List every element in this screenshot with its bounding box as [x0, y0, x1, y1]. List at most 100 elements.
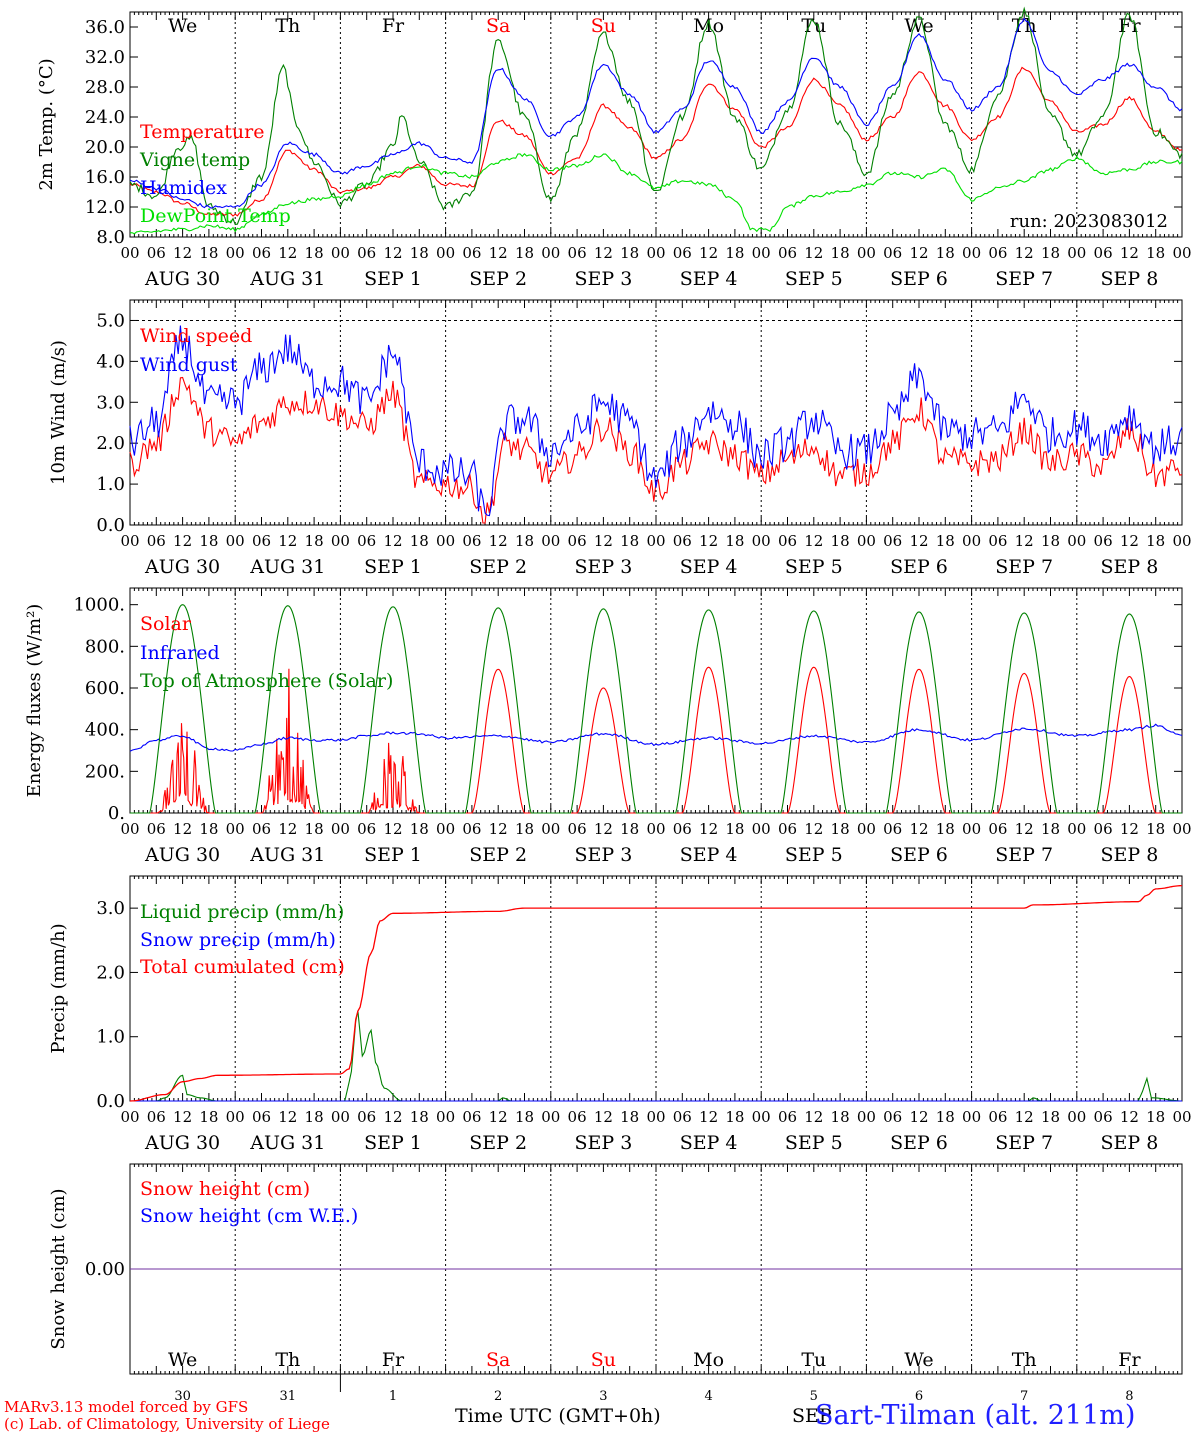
- panel-3: 0. 200. 400. 600. 800. 1000. Energy fluxes (W/…: [24, 587, 1192, 866]
- hour-label: 00: [1067, 244, 1086, 262]
- hour-label: 18: [1146, 244, 1165, 262]
- weekday-label: Fr: [382, 1349, 405, 1371]
- date-label: AUG 31: [249, 268, 325, 290]
- hour-label: 00: [646, 1108, 665, 1126]
- hour-label: 00: [1172, 820, 1191, 838]
- hour-label: 06: [252, 244, 271, 262]
- hour-label: 12: [1120, 820, 1139, 838]
- series-line: [129, 723, 1183, 752]
- hour-label: 18: [620, 1108, 639, 1126]
- panel-5: 0.00 Snow height (cm) Snow height (cm) Snow…: [48, 1163, 1183, 1404]
- y-tick-label: 0.: [108, 803, 125, 824]
- hour-label: 18: [725, 1108, 744, 1126]
- hour-label: 12: [489, 1108, 508, 1126]
- date-label: SEP 3: [574, 844, 632, 866]
- hour-label: 00: [646, 820, 665, 838]
- hour-label: 12: [489, 244, 508, 262]
- hour-label: 06: [988, 244, 1007, 262]
- series-lines: [129, 884, 1183, 1102]
- hour-label: 18: [199, 1108, 218, 1126]
- date-label: SEP 6: [890, 844, 948, 866]
- hour-label: 06: [883, 532, 902, 550]
- date-label: SEP 4: [680, 844, 738, 866]
- hour-label: 00: [541, 532, 560, 550]
- hour-label: 06: [883, 244, 902, 262]
- day-number: 5: [810, 1389, 818, 1404]
- hour-label: 18: [410, 820, 429, 838]
- date-label: AUG 31: [249, 556, 325, 578]
- y-tick-label: 0.00: [85, 1259, 125, 1280]
- hour-label: 00: [120, 244, 139, 262]
- y-tick-label: 800.: [85, 636, 125, 657]
- day-number: 7: [1020, 1389, 1028, 1404]
- hour-label: 18: [305, 1108, 324, 1126]
- hour-label: 00: [120, 532, 139, 550]
- y-tick-label: 12.0: [85, 197, 125, 218]
- hour-label: 18: [199, 244, 218, 262]
- weekday-label: Sa: [486, 1349, 510, 1371]
- weekday-label: Tu: [801, 15, 826, 37]
- y-axis-label: Snow height (cm): [48, 1188, 69, 1349]
- hour-label: 06: [462, 1108, 481, 1126]
- hour-label: 12: [278, 244, 297, 262]
- weekday-label: We: [904, 15, 933, 37]
- date-label: AUG 30: [144, 1132, 220, 1154]
- hour-label: 18: [1041, 244, 1060, 262]
- hour-label: 00: [646, 244, 665, 262]
- hour-label: 06: [1094, 532, 1113, 550]
- hour-label: 00: [226, 820, 245, 838]
- hour-label: 18: [305, 820, 324, 838]
- hour-label: 12: [1120, 532, 1139, 550]
- hour-label: 12: [383, 244, 402, 262]
- hour-label: 18: [725, 820, 744, 838]
- hour-label: 06: [147, 820, 166, 838]
- legend-entry: Vigne temp: [139, 149, 250, 171]
- hour-label: 12: [1015, 532, 1034, 550]
- weekday-label: Sa: [486, 15, 510, 37]
- weekday-label: Su: [591, 15, 616, 37]
- hour-label: 12: [173, 532, 192, 550]
- hour-label: 00: [1172, 532, 1191, 550]
- hour-label: 00: [226, 244, 245, 262]
- hour-label: 00: [752, 244, 771, 262]
- hour-label: 12: [1015, 1108, 1034, 1126]
- hour-label: 06: [1094, 244, 1113, 262]
- day-number: 8: [1125, 1389, 1133, 1404]
- hour-label: 06: [883, 820, 902, 838]
- hour-label: 12: [699, 532, 718, 550]
- y-tick-label: 0.0: [96, 515, 125, 536]
- y-tick-label: 4.0: [96, 351, 125, 372]
- date-label: SEP 3: [574, 556, 632, 578]
- hour-label: 12: [594, 532, 613, 550]
- date-label: SEP 1: [364, 1132, 422, 1154]
- legend-entry: Top of Atmosphere (Solar): [140, 670, 393, 692]
- hour-label: 12: [909, 532, 928, 550]
- hour-label: 12: [1015, 820, 1034, 838]
- hour-label: 00: [226, 1108, 245, 1126]
- hour-label: 06: [357, 532, 376, 550]
- hour-label: 18: [1146, 820, 1165, 838]
- hour-label: 18: [936, 532, 955, 550]
- y-tick-label: 2.0: [96, 962, 125, 983]
- hour-label: 06: [568, 1108, 587, 1126]
- hour-label: 18: [831, 1108, 850, 1126]
- date-label: SEP 3: [574, 268, 632, 290]
- weekday-label: Mo: [693, 15, 724, 37]
- hour-label: 18: [831, 532, 850, 550]
- hour-label: 12: [489, 820, 508, 838]
- hour-label: 00: [1067, 532, 1086, 550]
- hour-label: 00: [436, 244, 455, 262]
- hour-label: 00: [962, 532, 981, 550]
- hour-label: 12: [383, 820, 402, 838]
- hour-label: 00: [436, 820, 455, 838]
- y-tick-label: 1.0: [96, 474, 125, 495]
- hour-label: 18: [831, 820, 850, 838]
- hour-label: 00: [120, 1108, 139, 1126]
- hour-label: 18: [515, 820, 534, 838]
- credit-block: MARv3.13 model forced by GFS (c) Lab. of…: [4, 1399, 330, 1433]
- hour-label: 00: [962, 1108, 981, 1126]
- hour-label: 18: [936, 1108, 955, 1126]
- date-label: SEP 4: [680, 1132, 738, 1154]
- hour-label: 18: [410, 244, 429, 262]
